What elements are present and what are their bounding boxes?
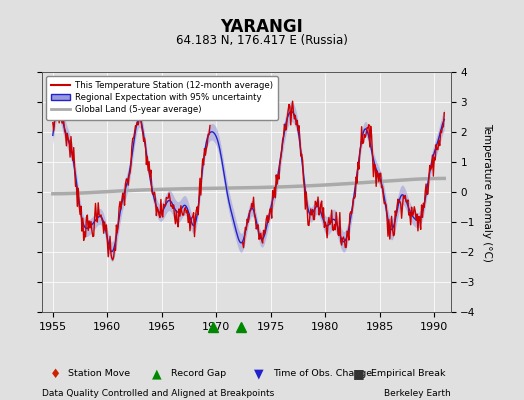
Legend: This Temperature Station (12-month average), Regional Expectation with 95% uncer: This Temperature Station (12-month avera… [46,76,278,120]
Text: Berkeley Earth: Berkeley Earth [384,389,451,398]
Text: ■: ■ [353,368,364,380]
Text: ▼: ▼ [255,368,264,380]
Text: Data Quality Controlled and Aligned at Breakpoints: Data Quality Controlled and Aligned at B… [42,389,274,398]
Text: Empirical Break: Empirical Break [371,370,445,378]
Text: Station Move: Station Move [69,370,130,378]
Text: ▲: ▲ [152,368,162,380]
Text: ♦: ♦ [50,368,61,380]
Text: Time of Obs. Change: Time of Obs. Change [273,370,372,378]
Text: YARANGI: YARANGI [221,18,303,36]
Text: Record Gap: Record Gap [171,370,226,378]
Text: 64.183 N, 176.417 E (Russia): 64.183 N, 176.417 E (Russia) [176,34,348,47]
Y-axis label: Temperature Anomaly (°C): Temperature Anomaly (°C) [483,122,493,262]
